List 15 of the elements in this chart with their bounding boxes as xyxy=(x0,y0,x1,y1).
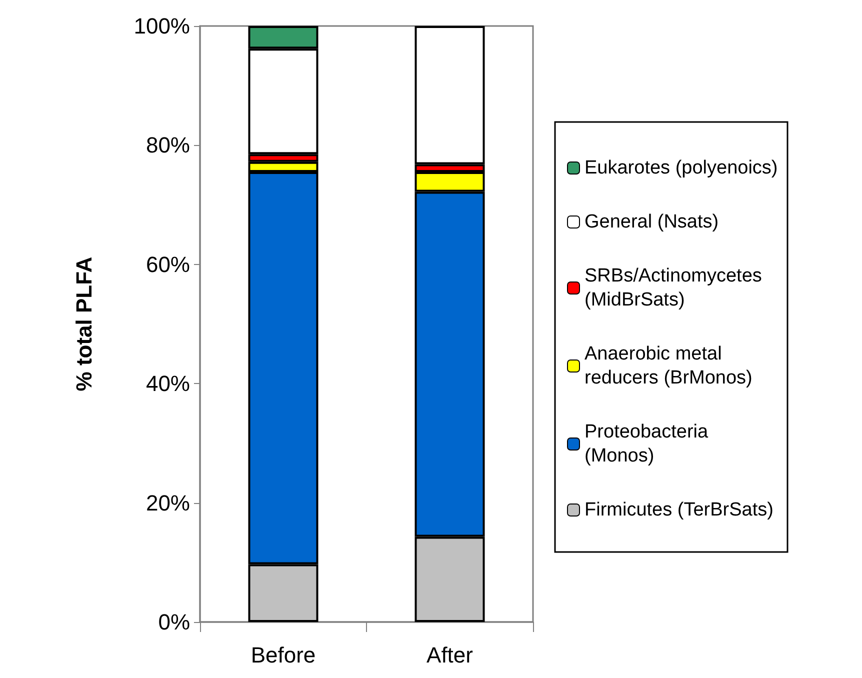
x-tick-label: Before xyxy=(250,642,316,668)
legend-label: General (Nsats) xyxy=(584,212,719,232)
legend-label: Eukarotes (polyenoics) xyxy=(584,158,778,178)
y-axis-title: % total PLFA xyxy=(72,256,96,392)
legend-label: Proteobacteria (Monos) xyxy=(584,422,714,466)
legend-label: Firmicutes (TerBrSats) xyxy=(584,500,774,520)
legend-label: SRBs/Actinomycetes (MidBrSats) xyxy=(584,266,768,310)
y-tick-label: 40% xyxy=(146,371,190,396)
y-tick-label: 20% xyxy=(146,490,190,516)
y-tick-label: 0% xyxy=(158,610,190,634)
x-tick-label: After xyxy=(426,642,473,668)
y-tick-label: 60% xyxy=(146,252,190,277)
y-tick-label: 80% xyxy=(146,132,190,158)
y-tick-label: 100% xyxy=(134,14,190,38)
legend-label: Anaerobic metal reducers (BrMonos) xyxy=(584,344,752,388)
